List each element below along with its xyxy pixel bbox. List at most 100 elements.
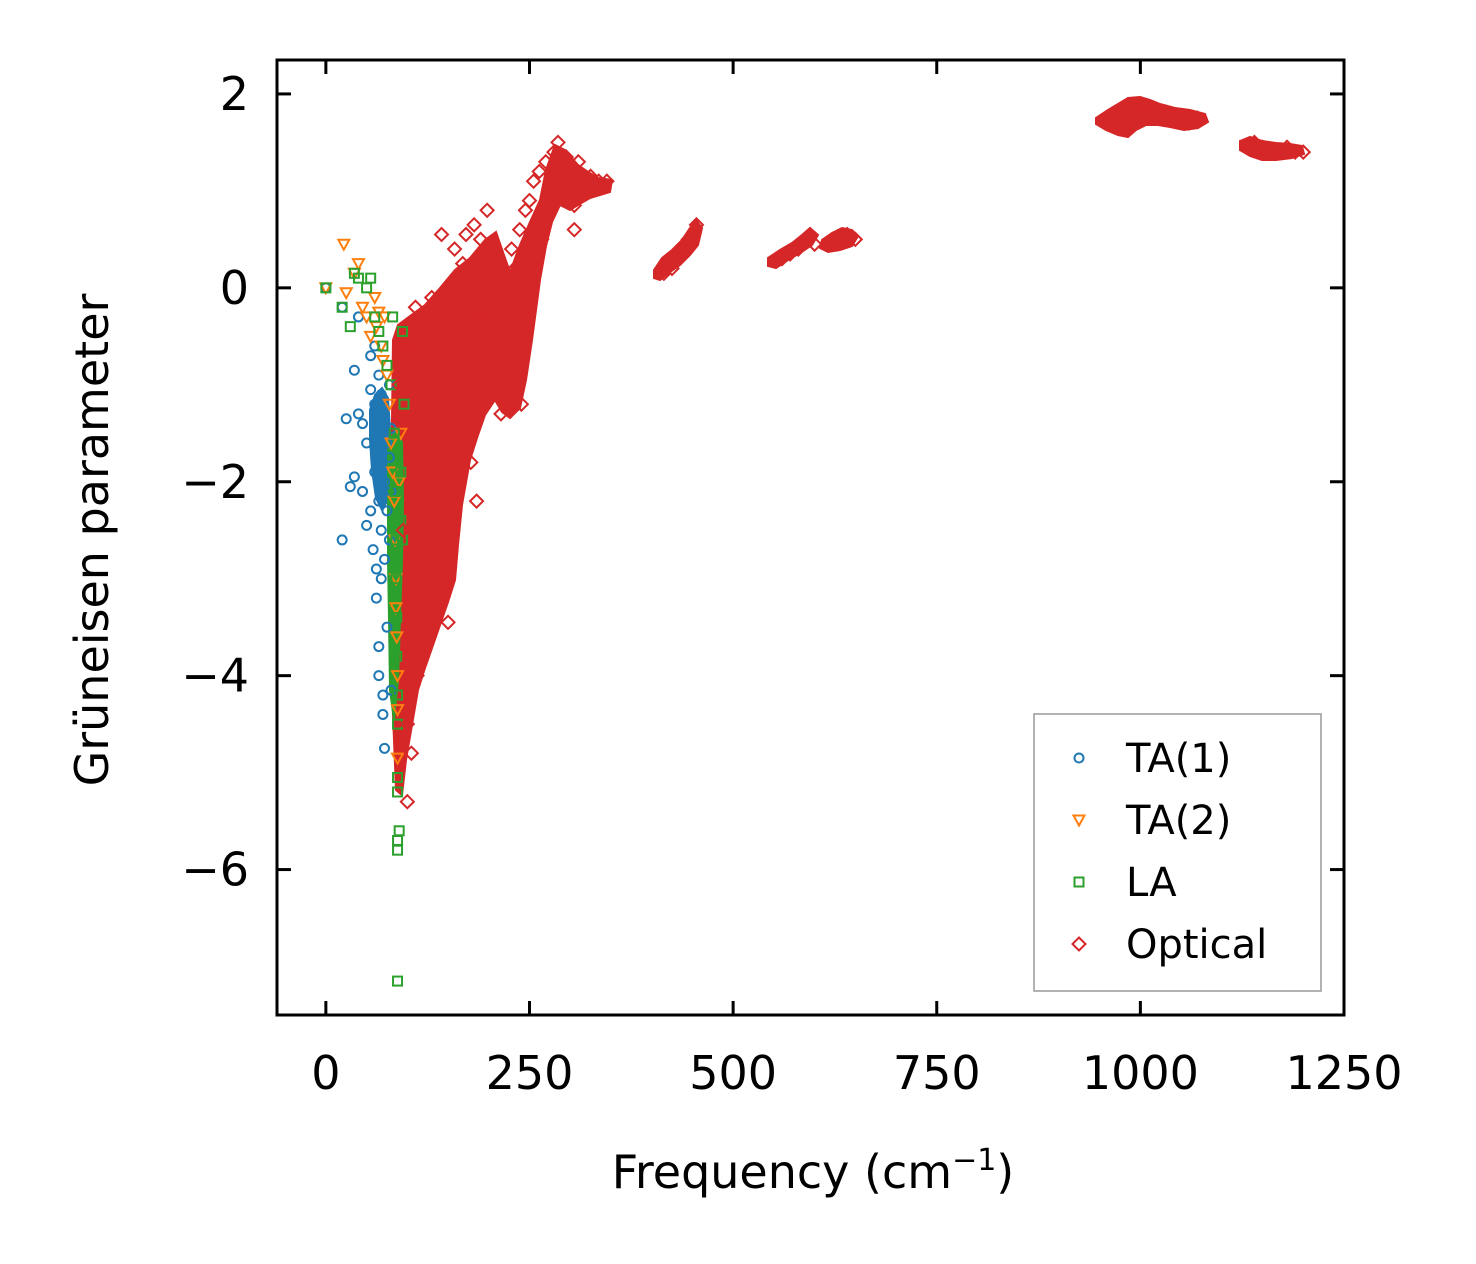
ta-1-point xyxy=(373,670,385,682)
optical-point xyxy=(1254,139,1271,156)
la-point xyxy=(391,611,403,623)
legend-marker-ta-2 xyxy=(1071,814,1087,828)
x-axis-title: Frequency (cm−1) xyxy=(612,1143,1015,1199)
optical-point xyxy=(1132,95,1149,112)
ta-2-point xyxy=(388,602,404,616)
optical-point xyxy=(493,405,509,422)
ta-1-point xyxy=(379,553,391,565)
ta-2-point xyxy=(339,287,354,301)
optical-point xyxy=(472,231,489,248)
optical-point xyxy=(462,454,479,471)
legend: TA(1) TA(2) LA Optical xyxy=(1033,713,1322,992)
optical-point xyxy=(806,236,823,253)
la-point xyxy=(395,466,407,478)
optical-point xyxy=(680,231,697,248)
optical-point xyxy=(1279,139,1295,156)
optical-point xyxy=(411,493,428,510)
la-point xyxy=(336,301,348,313)
ta-1-point xyxy=(348,364,360,376)
optical-point xyxy=(425,473,442,490)
optical-point xyxy=(541,182,558,199)
ta-1-point xyxy=(381,621,393,633)
la-point xyxy=(388,427,400,439)
la-point xyxy=(392,771,404,783)
y-tick-label: 2 xyxy=(220,67,249,121)
ta-1-point xyxy=(365,350,377,362)
ta-1-point xyxy=(370,563,382,575)
optical-point xyxy=(423,289,440,306)
la-point xyxy=(398,398,410,410)
legend-label-ta-1: TA(1) xyxy=(1125,736,1231,782)
legend-box xyxy=(1033,713,1322,992)
la-point xyxy=(392,834,404,846)
y-tick-label: −2 xyxy=(181,455,249,509)
x-tick-label: 500 xyxy=(689,1046,777,1100)
la-point xyxy=(392,786,404,798)
optical-point xyxy=(427,338,444,354)
optical-point xyxy=(449,347,466,364)
ta-1-point xyxy=(379,742,391,754)
legend-marker-optical xyxy=(1071,936,1087,952)
la-point xyxy=(390,573,402,585)
ta-1-point xyxy=(379,476,391,488)
ta-1-point xyxy=(369,398,381,410)
la-point xyxy=(344,321,356,333)
optical-point xyxy=(554,163,570,180)
ta-1-point xyxy=(352,408,364,420)
optical-point xyxy=(448,473,465,490)
ta-1-point xyxy=(375,456,387,468)
la-point xyxy=(392,689,404,701)
optical-point xyxy=(839,226,856,243)
ta-2-point xyxy=(382,398,397,412)
ta-1-point xyxy=(348,471,360,483)
optical-point xyxy=(395,522,412,539)
optical-point xyxy=(1173,110,1190,127)
optical-point xyxy=(566,221,583,238)
x-tick-label: 0 xyxy=(311,1046,340,1100)
optical-point xyxy=(688,216,705,233)
la-point xyxy=(352,272,364,284)
optical-point xyxy=(664,260,680,277)
optical-point xyxy=(509,328,526,345)
ta-2-point xyxy=(367,292,382,306)
optical-point xyxy=(598,173,615,190)
optical-point xyxy=(847,231,864,248)
la-point xyxy=(320,282,332,294)
x-tick-label: 1000 xyxy=(1082,1046,1199,1100)
la-point xyxy=(385,379,397,391)
optical-point xyxy=(511,221,528,238)
optical-point xyxy=(399,716,416,733)
la-point xyxy=(393,825,405,837)
ta-2-point xyxy=(355,301,370,315)
x-axis: 0 250 500 750 1000 1250 xyxy=(311,60,1403,1100)
optical-point xyxy=(405,454,422,471)
optical-point xyxy=(537,153,554,170)
optical-point xyxy=(417,328,434,345)
optical-point xyxy=(403,745,420,762)
la-point xyxy=(390,534,402,546)
ta-2-point xyxy=(390,670,405,684)
optical-main-cloud xyxy=(391,143,614,797)
ta-1-point xyxy=(373,495,385,507)
la-point xyxy=(389,485,401,497)
la-point xyxy=(387,311,399,323)
optical-point xyxy=(1156,105,1173,122)
optical-point xyxy=(480,328,497,345)
optical-point xyxy=(1189,110,1206,127)
optical-point xyxy=(479,202,496,219)
optical-point xyxy=(550,134,566,151)
optical-point xyxy=(466,216,483,233)
optical-point xyxy=(444,405,461,422)
optical-point xyxy=(460,318,477,335)
optical-point xyxy=(501,289,518,306)
ta-1-point xyxy=(370,592,382,604)
ta-1-point xyxy=(373,427,385,439)
optical-point xyxy=(409,667,426,684)
optical-point xyxy=(456,396,473,413)
optical-point xyxy=(497,338,513,354)
ta-1-point xyxy=(357,418,369,430)
optical-point xyxy=(519,250,536,267)
optical-point xyxy=(464,367,481,384)
ta-2-point xyxy=(351,258,366,272)
ta-2-point xyxy=(379,369,395,383)
